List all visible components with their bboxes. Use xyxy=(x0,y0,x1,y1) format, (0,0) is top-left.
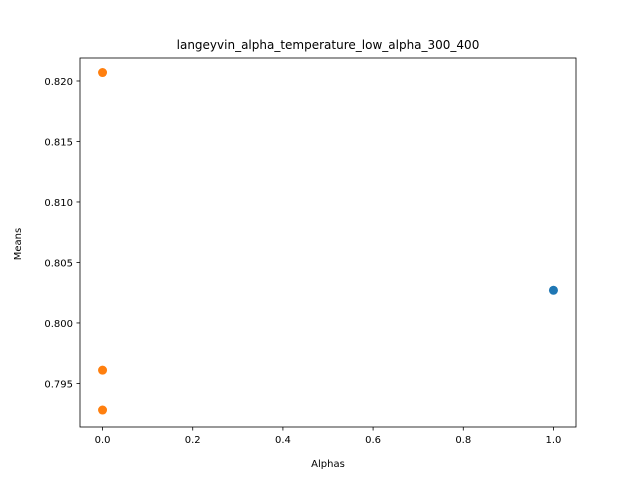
x-tick-label: 0.4 xyxy=(275,435,291,446)
x-tick-label: 1.0 xyxy=(546,435,562,446)
data-point-series-2 xyxy=(98,365,108,375)
x-tick-label: 0.2 xyxy=(185,435,201,446)
data-point-series-1 xyxy=(548,285,558,295)
data-points xyxy=(98,68,558,415)
y-tick-label: 0.810 xyxy=(44,198,73,209)
data-point-series-2 xyxy=(98,405,108,415)
y-axis: 0.795 0.800 0.805 0.810 0.815 0.820 xyxy=(44,77,80,390)
data-point-series-2 xyxy=(98,68,108,78)
x-tick-label: 0.6 xyxy=(365,435,381,446)
y-tick-label: 0.805 xyxy=(44,258,73,269)
x-axis-label: Alphas xyxy=(311,459,345,470)
y-tick-label: 0.820 xyxy=(44,77,73,88)
y-tick-label: 0.800 xyxy=(44,319,73,330)
y-tick-label: 0.795 xyxy=(44,379,73,390)
axes-frame xyxy=(79,57,577,428)
y-tick-label: 0.815 xyxy=(44,137,73,148)
y-axis-label: Means xyxy=(13,228,24,260)
x-tick-label: 0.0 xyxy=(95,435,111,446)
x-axis: 0.0 0.2 0.4 0.6 0.8 1.0 xyxy=(95,427,562,446)
x-tick-label: 0.8 xyxy=(455,435,471,446)
plot-area xyxy=(79,57,577,428)
chart-title: langeyvin_alpha_temperature_low_alpha_30… xyxy=(177,38,480,52)
